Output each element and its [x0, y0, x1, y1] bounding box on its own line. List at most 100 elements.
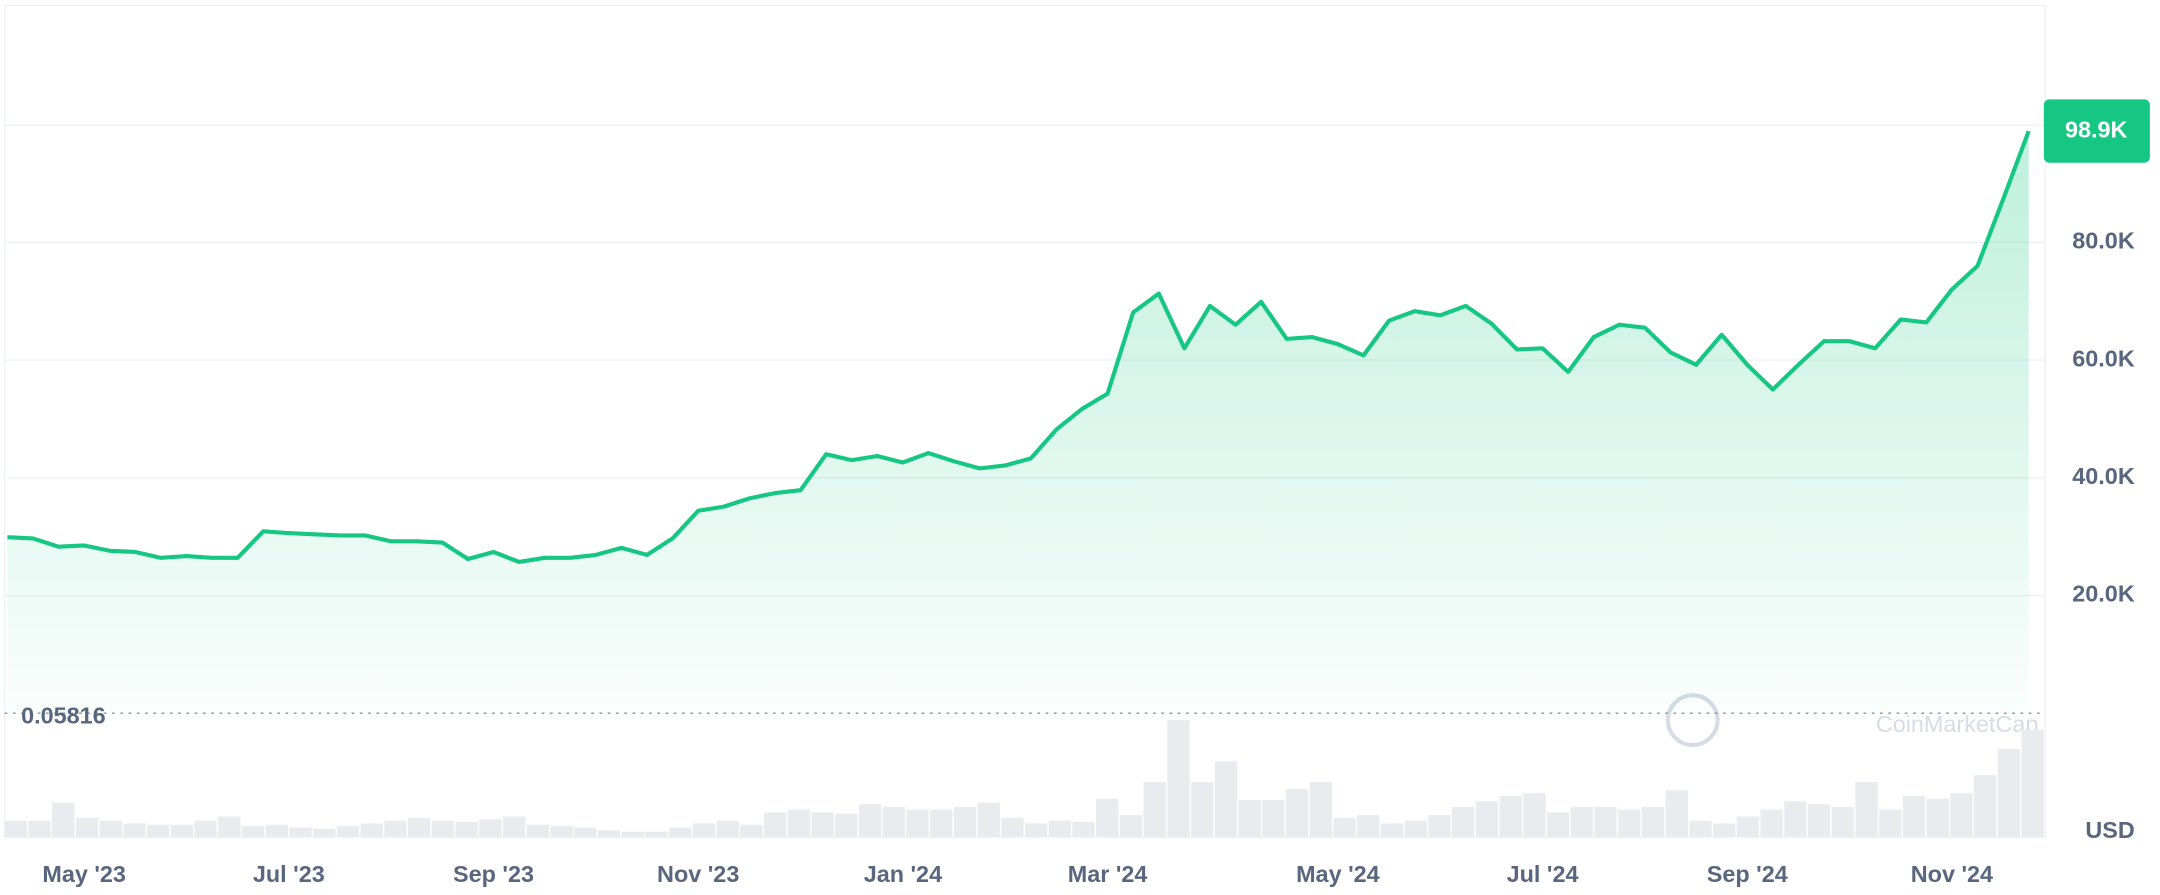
volume-bar	[75, 817, 99, 838]
volume-bar	[479, 819, 502, 838]
volume-bar	[716, 820, 739, 838]
volume-bar	[1689, 820, 1712, 838]
volume-bar	[1879, 809, 1902, 838]
volume-bar	[52, 802, 75, 838]
x-tick-label: Nov '24	[1911, 861, 1993, 887]
volume-bar	[1618, 809, 1641, 838]
volume-bar	[1333, 817, 1356, 838]
y-tick-label: 80.0K	[2072, 228, 2135, 254]
volume-bar	[431, 820, 455, 838]
volume-bar	[28, 820, 51, 838]
y-tick-label: 20.0K	[2072, 581, 2135, 607]
x-tick-label: May '24	[1296, 861, 1380, 887]
volume-bar	[336, 826, 360, 838]
volume-bar	[1238, 799, 1261, 838]
x-tick-label: Jan '24	[864, 861, 942, 887]
volume-bar	[194, 820, 217, 838]
volume-bar	[1380, 823, 1404, 838]
volume-bar	[1974, 775, 1997, 838]
volume-bar	[1119, 815, 1143, 838]
volume-bar	[1285, 788, 1309, 838]
volume-bar	[669, 827, 692, 838]
volume-bar	[1404, 820, 1427, 838]
volume-bar	[574, 827, 597, 838]
volume-bar	[1357, 815, 1380, 838]
watermark: CoinMarketCap	[1876, 711, 2039, 737]
y-tick-label: 60.0K	[2072, 345, 2135, 371]
price-badge	[2043, 99, 2150, 163]
volume-bar	[1807, 804, 1831, 838]
volume-bar	[1950, 793, 1973, 838]
x-tick-label: Mar '24	[1068, 861, 1148, 887]
volume-bar	[1191, 782, 1214, 838]
volume-bar	[123, 823, 146, 838]
volume-bar	[1570, 806, 1594, 838]
x-tick-label: Sep '23	[453, 861, 534, 887]
volume-bar	[1452, 806, 1475, 838]
volume-bar	[882, 806, 905, 838]
volume-bar	[835, 813, 858, 838]
x-tick-label: Jul '24	[1507, 861, 1579, 887]
price-badge-label: 98.9K	[2065, 116, 2128, 142]
volume-bar	[1641, 806, 1665, 838]
volume-bar	[645, 831, 668, 838]
volume-bar	[1428, 815, 1451, 838]
volume-bar	[1214, 761, 1238, 838]
volume-bar	[1024, 823, 1048, 838]
volume-bar	[146, 824, 170, 838]
unit-label: USD	[2085, 817, 2134, 843]
volume-bar	[953, 806, 977, 838]
volume-bar	[4, 820, 27, 838]
volume-bar	[313, 828, 336, 838]
volume-bar	[1546, 812, 1570, 838]
x-tick-label: Nov '23	[657, 861, 739, 887]
volume-bar	[1902, 795, 1926, 838]
x-tick-label: Jul '23	[253, 861, 325, 887]
volume-bar	[2021, 729, 2044, 838]
volume-bar	[1048, 820, 1072, 838]
volume-bar	[1072, 822, 1095, 838]
volume-bar	[1713, 823, 1736, 838]
volume-bar	[621, 831, 644, 838]
volume-bar	[99, 820, 122, 838]
volume-bar	[1143, 782, 1166, 838]
volume-bar	[740, 824, 763, 838]
volume-bar	[1309, 782, 1333, 838]
volume-bar	[1001, 817, 1024, 838]
volume-bar	[407, 817, 431, 838]
volume-bar	[550, 826, 573, 838]
volume-bar	[1167, 720, 1190, 838]
volume-bar	[977, 802, 1000, 838]
volume-bar	[289, 827, 312, 838]
volume-bar	[1594, 806, 1617, 838]
volume-bar	[170, 824, 194, 838]
volume-bar	[597, 830, 621, 838]
volume-bar	[1926, 798, 1949, 838]
volume-bar	[1831, 806, 1855, 838]
volume-bar	[1855, 782, 1878, 838]
volume-bar	[1736, 816, 1760, 838]
volume-bar	[1784, 801, 1807, 838]
volume-bar	[455, 822, 478, 838]
volume-bar	[1997, 749, 2021, 838]
volume-bar	[1475, 801, 1499, 838]
volume-bar	[241, 826, 265, 838]
y-tick-label: 40.0K	[2072, 463, 2135, 489]
area	[7, 131, 2029, 714]
volume-bar	[1523, 793, 1546, 838]
volume-bar	[360, 823, 383, 838]
volume-bar	[384, 820, 407, 838]
price-line	[7, 130, 2031, 565]
volume-bar	[1096, 798, 1119, 838]
volume-bar	[930, 809, 953, 838]
volume-bar	[763, 812, 787, 838]
volume-bar	[502, 816, 526, 838]
volume-bar	[1760, 809, 1783, 838]
volume-bar	[858, 804, 882, 838]
volume-bar	[526, 824, 549, 838]
volume-bar	[1262, 799, 1285, 838]
volume-bar	[692, 823, 716, 838]
volume-bar	[265, 824, 288, 838]
x-tick-label: Sep '24	[1707, 861, 1788, 887]
